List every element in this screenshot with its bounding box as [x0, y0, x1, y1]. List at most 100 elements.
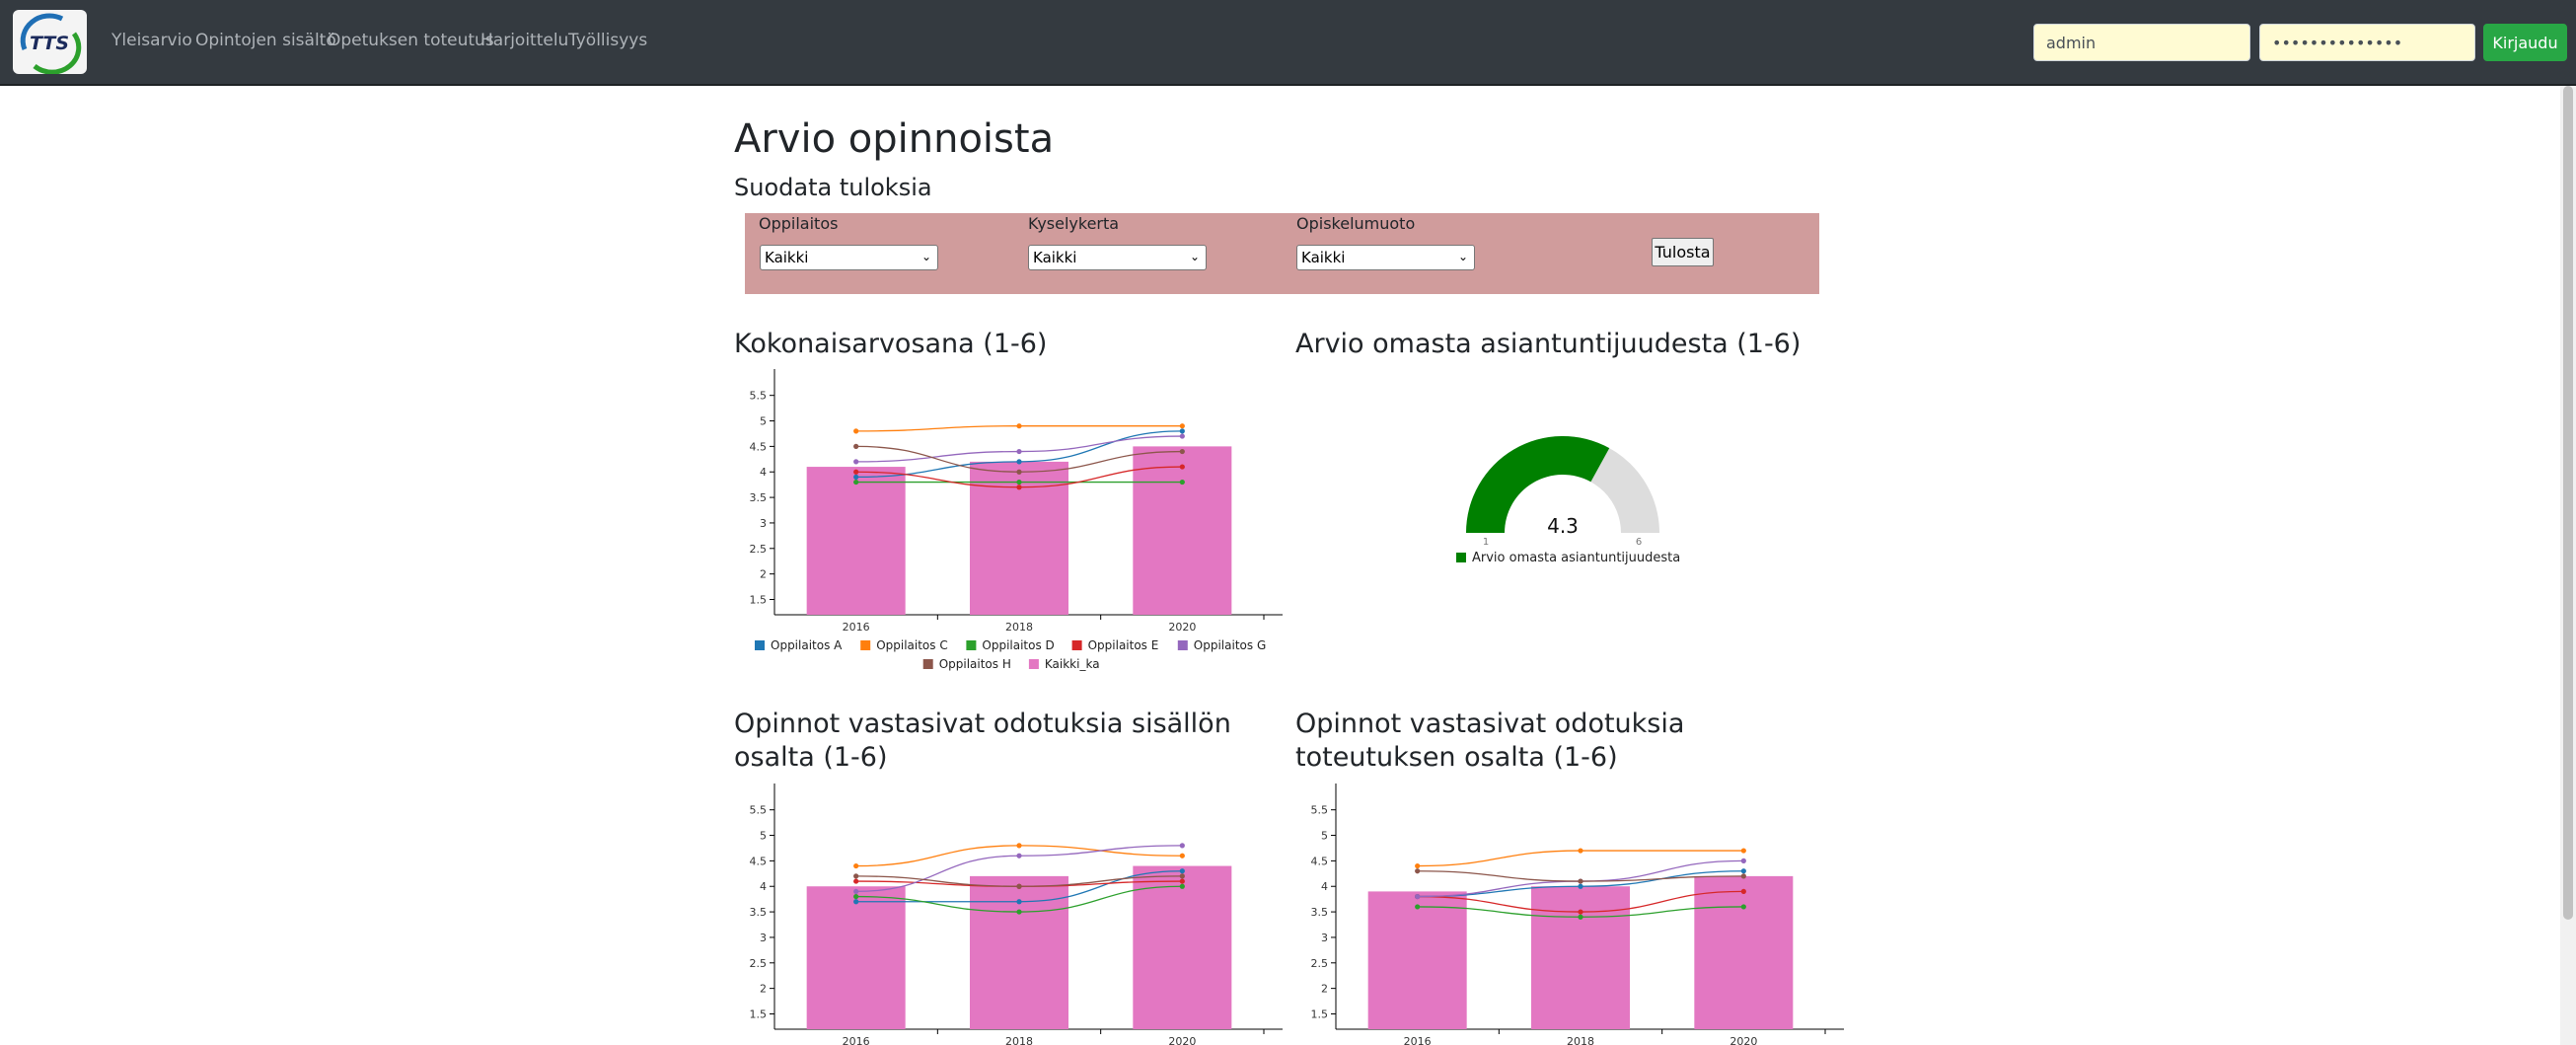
y-tick-label: 4 — [1321, 880, 1328, 893]
nav-link-opintojen-sisalto[interactable]: Opintojen sisältö — [195, 31, 336, 50]
series-point-oppilaitos-c — [1740, 848, 1746, 854]
legend-swatch-oppilaitos-a — [755, 640, 765, 650]
series-point-oppilaitos-a — [1016, 899, 1022, 905]
oppilaitos-value: Kaikki — [765, 249, 809, 266]
legend-label-oppilaitos-g: Oppilaitos G — [1194, 638, 1266, 652]
y-tick-label: 1.5 — [750, 593, 768, 606]
gauge-value-label: 4.3 — [1547, 514, 1579, 538]
series-point-oppilaitos-a — [853, 474, 859, 481]
x-tick-label-2016: 2016 — [843, 1035, 870, 1045]
series-point-oppilaitos-e — [1179, 878, 1185, 884]
username-input[interactable] — [2033, 24, 2250, 61]
gauge-min-label: 1 — [1483, 537, 1489, 548]
series-point-oppilaitos-a — [1016, 459, 1022, 465]
opiskelumuoto-value: Kaikki — [1301, 249, 1346, 266]
series-point-oppilaitos-d — [853, 893, 859, 900]
series-point-oppilaitos-c — [1415, 862, 1421, 869]
x-tick-label-2020: 2020 — [1168, 621, 1196, 634]
series-point-oppilaitos-e — [853, 878, 859, 884]
series-point-oppilaitos-d — [1179, 479, 1185, 485]
x-tick-label-2018: 2018 — [1567, 1035, 1594, 1045]
gauge-legend-label: Arvio omasta asiantuntijuudesta — [1472, 551, 1680, 565]
nav-link-tyollisyys[interactable]: Työllisyys — [568, 31, 648, 50]
opiskelumuoto-label: Opiskelumuoto — [1296, 214, 1416, 233]
bar-2020 — [1133, 865, 1232, 1029]
legend-swatch-oppilaitos-c — [860, 640, 871, 650]
nav-link-opetuksen-toteutus[interactable]: Opetuksen toteutus — [328, 31, 494, 50]
y-tick-label: 4 — [760, 880, 767, 893]
gauge-value-arc — [1466, 436, 1610, 533]
series-point-oppilaitos-a — [853, 899, 859, 905]
y-tick-label: 3 — [1321, 932, 1328, 944]
page-title: Arvio opinnoista — [734, 116, 1055, 162]
y-tick-label: 5 — [760, 830, 767, 843]
y-tick-label: 2.5 — [750, 543, 768, 556]
y-tick-label: 5 — [760, 415, 767, 428]
y-tick-label: 2 — [760, 568, 767, 581]
series-point-oppilaitos-c — [1179, 423, 1185, 429]
logo-text: TTS — [30, 33, 69, 54]
y-tick-label: 5.5 — [750, 390, 768, 403]
y-tick-label: 3.5 — [750, 491, 768, 504]
oppilaitos-select[interactable]: Kaikki ⌄ — [760, 245, 938, 270]
top-navbar: TTS Yleisarvio Opintojen sisältö Opetuks… — [0, 0, 2576, 86]
series-point-oppilaitos-e — [1016, 485, 1022, 490]
series-point-oppilaitos-c — [1179, 853, 1185, 858]
password-input[interactable] — [2259, 24, 2475, 61]
legend-swatch-oppilaitos-d — [966, 640, 977, 650]
legend-label-oppilaitos-h: Oppilaitos H — [939, 657, 1011, 671]
series-point-oppilaitos-a — [1578, 883, 1583, 889]
scrollbar-thumb[interactable] — [2563, 86, 2573, 920]
legend-label-oppilaitos-a: Oppilaitos A — [771, 638, 843, 652]
series-point-oppilaitos-a — [1179, 868, 1185, 874]
y-tick-label: 3 — [760, 517, 767, 530]
legend-swatch-oppilaitos-h — [922, 659, 933, 669]
overall-grade-chart: 1.5 2 2.5 3 3.5 4 4.5 5 5.5 2016 2018 2020 Oppilaito… — [750, 369, 1283, 671]
series-point-oppilaitos-e — [853, 469, 859, 475]
overall-grade-title: Kokonaisarvosana (1-6) — [734, 329, 1048, 359]
series-point-oppilaitos-g — [1016, 448, 1022, 455]
y-tick-label: 3.5 — [750, 906, 768, 919]
kyselykerta-select[interactable]: Kaikki ⌄ — [1028, 245, 1207, 270]
opiskelumuoto-select[interactable]: Kaikki ⌄ — [1296, 245, 1475, 270]
print-button[interactable]: Tulosta — [1652, 238, 1714, 266]
content-expectations-title: Opinnot vastasivat odotuksia sisällön os… — [734, 709, 1231, 773]
x-tick-label-2018: 2018 — [1005, 1035, 1033, 1045]
bar-2020 — [1694, 875, 1794, 1029]
series-point-oppilaitos-d — [1016, 909, 1022, 915]
gauge-max-label: 6 — [1636, 537, 1642, 548]
legend-label-oppilaitos-e: Oppilaitos E — [1088, 638, 1159, 652]
series-point-oppilaitos-d — [1740, 904, 1746, 910]
series-point-oppilaitos-c — [1016, 843, 1022, 849]
x-tick-label-2016: 2016 — [843, 621, 870, 634]
y-tick-label: 4.5 — [1311, 855, 1329, 867]
series-point-oppilaitos-e — [1578, 909, 1583, 915]
tts-logo[interactable]: TTS — [13, 10, 87, 74]
series-point-oppilaitos-e — [1179, 464, 1185, 470]
login-button[interactable]: Kirjaudu — [2483, 24, 2567, 61]
page-scrollbar[interactable] — [2560, 86, 2576, 1045]
legend-swatch-oppilaitos-e — [1071, 640, 1082, 650]
x-tick-label-2020: 2020 — [1168, 1035, 1196, 1045]
expertise-title: Arvio omasta asiantuntijuudesta (1-6) — [1295, 329, 1802, 359]
y-tick-label: 5 — [1321, 830, 1328, 843]
series-point-oppilaitos-d — [853, 479, 859, 485]
nav-link-yleisarvio[interactable]: Yleisarvio — [111, 31, 192, 50]
legend-swatch-oppilaitos-g — [1177, 640, 1188, 650]
kyselykerta-value: Kaikki — [1033, 249, 1077, 266]
x-tick-label-2018: 2018 — [1005, 621, 1033, 634]
chevron-down-icon: ⌄ — [920, 250, 931, 263]
chevron-down-icon: ⌄ — [1189, 250, 1200, 263]
y-tick-label: 2 — [760, 983, 767, 996]
series-point-oppilaitos-h — [853, 873, 859, 879]
y-tick-label: 2.5 — [750, 957, 768, 970]
oppilaitos-label: Oppilaitos — [759, 214, 839, 233]
kyselykerta-label: Kyselykerta — [1028, 214, 1120, 233]
y-tick-label: 5.5 — [1311, 804, 1329, 817]
series-point-oppilaitos-c — [853, 862, 859, 869]
nav-link-harjoittelu[interactable]: Harjoittelu — [480, 31, 569, 50]
x-tick-label-2016: 2016 — [1404, 1035, 1432, 1045]
series-point-oppilaitos-c — [1016, 423, 1022, 429]
y-tick-label: 2 — [1321, 983, 1328, 996]
expertise-gauge: 4.3 1 6 Arvio omasta asiantuntijuudesta — [1456, 436, 1680, 565]
